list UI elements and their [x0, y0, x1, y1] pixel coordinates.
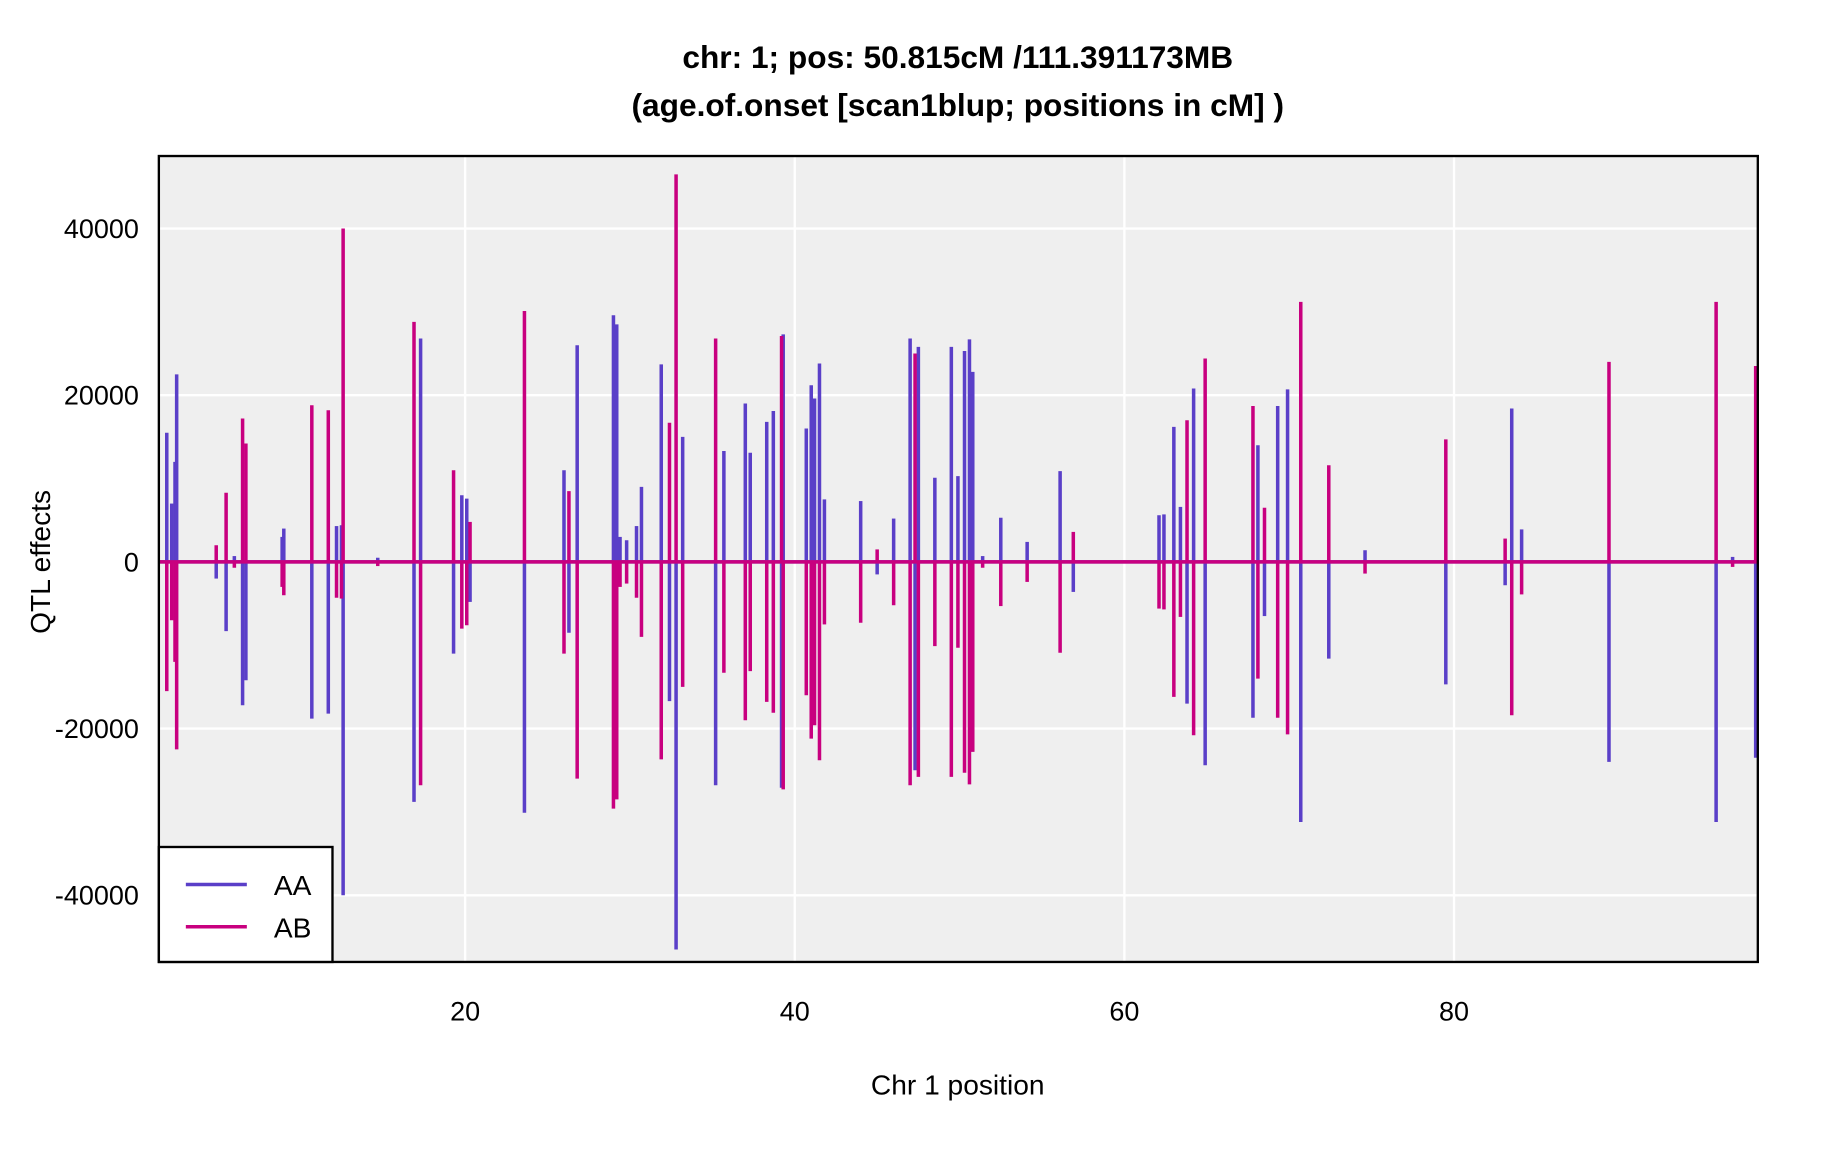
x-axis-label: Chr 1 position: [871, 1070, 1045, 1101]
legend: AA AB: [157, 845, 334, 964]
plot-frame: [157, 154, 1759, 964]
y-tick-label: -40000: [55, 881, 139, 911]
chart-subtitle: (age.of.onset [scan1blup; positions in c…: [632, 87, 1285, 123]
y-tick-label: 20000: [64, 381, 139, 411]
y-tick-label: -20000: [55, 714, 139, 744]
x-tick-label: 60: [1109, 997, 1139, 1027]
marks: [158, 174, 1758, 950]
legend-box: [157, 845, 334, 964]
y-tick-label: 0: [124, 547, 139, 577]
x-tick-label: 80: [1439, 997, 1469, 1027]
y-tick-label: 40000: [64, 214, 139, 244]
labels: 20 40 60 80 40000 20000 0 -20000 -40000: [55, 214, 1469, 1027]
chart-title: chr: 1; pos: 50.815cM /111.391173MB: [682, 39, 1233, 75]
legend-label: AA: [274, 870, 312, 901]
x-tick-label: 40: [780, 997, 810, 1027]
legend-label: AB: [274, 912, 312, 943]
x-tick-label: 20: [450, 997, 480, 1027]
y-axis-label: QTL effects: [25, 490, 56, 634]
